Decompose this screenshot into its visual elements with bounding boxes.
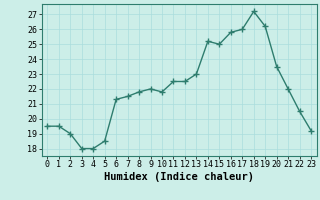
X-axis label: Humidex (Indice chaleur): Humidex (Indice chaleur) bbox=[104, 172, 254, 182]
